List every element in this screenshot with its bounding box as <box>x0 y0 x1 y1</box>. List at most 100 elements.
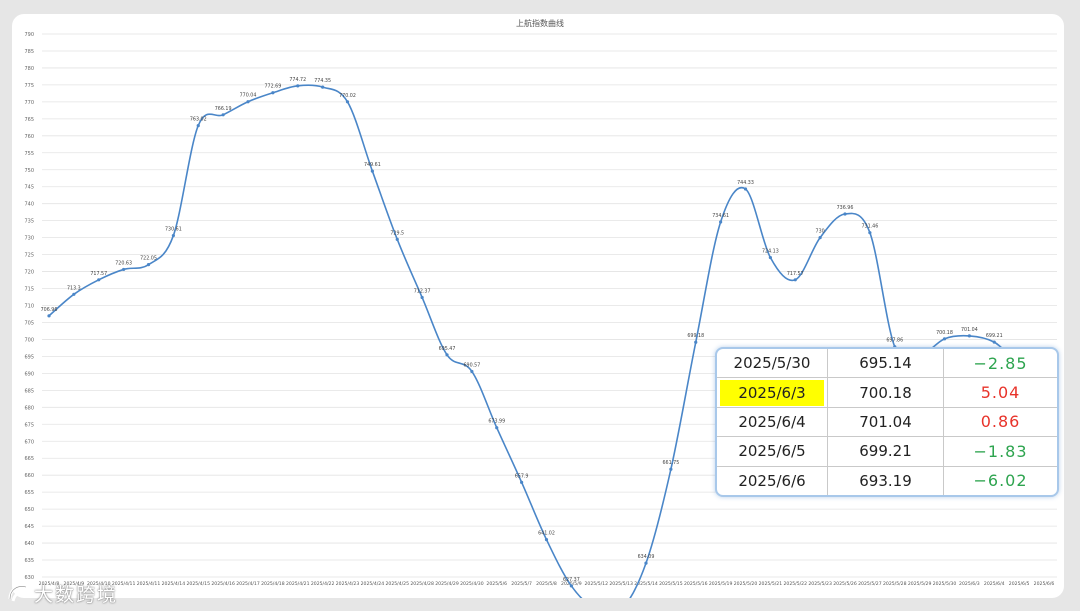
y-tick-label: 720 <box>24 270 34 276</box>
data-point <box>644 561 648 565</box>
x-tick-label: 2025/5/16 <box>684 581 708 587</box>
change-cell: −1.83 <box>943 436 1057 467</box>
date-cell: 2025/6/3 <box>717 377 828 408</box>
y-tick-label: 690 <box>24 371 34 377</box>
data-point <box>569 584 573 588</box>
x-tick-label: 2025/5/23 <box>808 581 832 587</box>
chart-card: 上航指数曲线 630 635 640 645 650 655 660 665 670 675 680 6… <box>12 14 1064 598</box>
date-cell: 2025/6/6 <box>717 466 828 495</box>
data-label: 730 <box>816 229 825 235</box>
data-point <box>146 263 151 267</box>
table-row: 2025/6/6 693.19 −6.02 <box>717 466 1057 495</box>
data-point <box>395 237 399 241</box>
change-cell: −6.02 <box>973 471 1028 491</box>
data-label: 766.19 <box>215 106 232 112</box>
y-tick-label: 745 <box>24 185 34 191</box>
data-label: 736.96 <box>837 205 854 211</box>
data-label: 699.18 <box>687 333 704 339</box>
data-label: 673.99 <box>488 419 505 425</box>
data-point <box>967 334 971 338</box>
data-point <box>122 267 126 272</box>
data-label: 731.46 <box>861 224 878 230</box>
data-label: 717.57 <box>90 271 107 277</box>
x-tick-label: 2025/5/29 <box>908 581 932 587</box>
data-point <box>321 85 325 89</box>
data-label: 770.04 <box>240 93 257 99</box>
data-label: 744.33 <box>737 180 754 186</box>
date-cell: 2025/6/5 <box>717 436 828 467</box>
watermark-logo-icon <box>8 585 27 602</box>
x-tick-label: 2025/4/14 <box>162 581 186 587</box>
x-tick-label: 2025/6/3 <box>959 581 980 587</box>
date-text: 2025/5/30 <box>733 354 811 373</box>
data-label: 772.69 <box>264 84 281 90</box>
y-tick-label: 780 <box>24 66 34 72</box>
date-text: 2025/6/3 <box>720 379 824 406</box>
data-point <box>97 278 101 282</box>
date-cell: 2025/5/30 <box>717 349 828 379</box>
data-label: 701.04 <box>961 327 978 333</box>
data-label: 770.02 <box>339 93 356 99</box>
value-cell: 701.04 <box>827 407 944 438</box>
y-tick-label: 685 <box>24 388 34 394</box>
chart-title: 上航指数曲线 <box>516 18 564 28</box>
data-point <box>719 220 723 224</box>
y-tick-label: 750 <box>24 168 34 174</box>
data-label: 699.21 <box>986 333 1003 339</box>
data-point <box>793 278 797 282</box>
y-tick-label: 645 <box>24 524 34 530</box>
y-tick-label: 635 <box>24 558 34 564</box>
y-tick-label: 655 <box>24 490 34 496</box>
y-tick-label: 715 <box>24 287 34 293</box>
y-tick-label: 735 <box>24 219 34 225</box>
x-tick-label: 2025/4/8 <box>39 581 60 587</box>
data-label: 657.9 <box>515 473 529 479</box>
y-tick-label: 665 <box>24 456 34 462</box>
x-tick-label: 2025/5/15 <box>659 581 683 587</box>
data-label: 763.02 <box>190 117 207 123</box>
data-point <box>843 212 847 216</box>
change-cell: 0.86 <box>943 407 1057 438</box>
data-point <box>72 292 76 296</box>
table-row: 2025/6/3 700.18 5.04 <box>717 377 1057 408</box>
x-tick-label: 2025/5/6 <box>486 581 507 587</box>
x-tick-label: 2025/4/23 <box>336 581 360 587</box>
x-tick-label: 2025/5/28 <box>883 581 907 587</box>
x-tick-label: 2025/4/30 <box>460 581 484 587</box>
x-tick-label: 2025/5/21 <box>759 581 783 587</box>
y-tick-label: 700 <box>24 337 34 343</box>
x-tick-label: 2025/5/26 <box>833 581 857 587</box>
change-cell: −2.85 <box>943 349 1057 379</box>
y-tick-label: 775 <box>24 83 34 89</box>
y-tick-label: 710 <box>24 304 34 310</box>
y-tick-label: 670 <box>24 439 34 445</box>
y-tick-label: 675 <box>24 422 34 428</box>
x-tick-label: 2025/4/9 <box>64 581 85 587</box>
y-tick-label: 680 <box>24 405 34 411</box>
x-tick-label: 2025/5/22 <box>783 581 807 587</box>
x-tick-label: 2025/4/29 <box>435 581 459 587</box>
watermark-text: 大数跨境 <box>34 583 119 606</box>
x-tick-label: 2025/4/15 <box>186 581 210 587</box>
x-tick-label: 2025/5/20 <box>734 581 758 587</box>
x-tick-label: 2025/4/22 <box>311 581 335 587</box>
data-point <box>868 231 872 235</box>
data-label: 774.35 <box>314 78 331 84</box>
x-tick-label: 2025/4/10 <box>87 581 111 587</box>
data-label: 634.09 <box>638 554 655 560</box>
data-label: 724.13 <box>762 249 779 255</box>
data-point <box>669 467 673 471</box>
x-tick-label: 2025/5/13 <box>609 581 633 587</box>
line-chart: 上航指数曲线 630 635 640 645 650 655 660 665 670 675 680 6… <box>24 18 1057 598</box>
x-tick-label: 2025/6/6 <box>1034 581 1055 587</box>
date-text: 2025/6/6 <box>738 471 806 490</box>
table-row: 2025/6/5 699.21 −1.83 <box>717 436 1057 467</box>
data-label: 706.96 <box>41 307 58 313</box>
series-line <box>48 84 1045 598</box>
x-tick-label: 2025/5/19 <box>709 581 733 587</box>
data-label: 734.61 <box>712 213 729 219</box>
data-point <box>296 84 300 88</box>
data-label: 720.63 <box>115 260 132 266</box>
data-label: 713.3 <box>67 285 81 291</box>
change-cell: 5.04 <box>943 377 1057 408</box>
